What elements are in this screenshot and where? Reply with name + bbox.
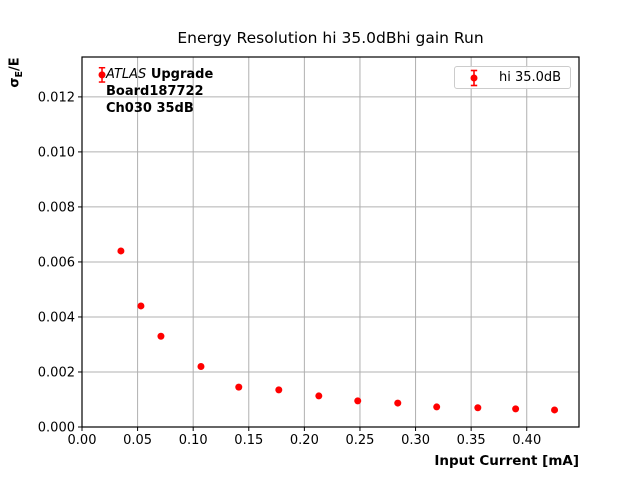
legend: hi 35.0dB — [454, 66, 572, 89]
data-point — [157, 332, 165, 340]
x-tick-label: 0.20 — [290, 433, 319, 448]
data-point — [474, 404, 482, 412]
data-point — [433, 403, 441, 411]
plot-border — [81, 56, 580, 428]
data-point — [117, 247, 125, 255]
y-tick-label: 0.010 — [38, 145, 75, 160]
data-point — [512, 405, 520, 413]
annotation-block: ATLAS Upgrade Board187722 Ch030 35dB — [106, 66, 213, 117]
x-tick-label: 0.40 — [512, 433, 541, 448]
x-tick-label: 0.25 — [345, 433, 374, 448]
y-tick-label: 0.002 — [38, 365, 75, 380]
chart-title: Energy Resolution hi 35.0dBhi gain Run — [177, 29, 484, 47]
y-axis-label-sigma: σ — [7, 77, 23, 88]
x-axis-label: Input Current [mA] — [434, 453, 579, 469]
x-tick-label: 0.35 — [457, 433, 486, 448]
x-tick-label: 0.30 — [401, 433, 430, 448]
data-point — [354, 397, 362, 405]
data-point — [551, 406, 559, 414]
annotation-line-3: Ch030 35dB — [106, 101, 194, 116]
annotation-upgrade-label: Upgrade — [150, 67, 214, 82]
x-tick-label: 0.05 — [123, 433, 152, 448]
data-point — [137, 302, 145, 310]
y-axis-label-rest: /E — [7, 57, 23, 72]
data-point — [315, 392, 323, 400]
y-tick-label: 0.000 — [38, 421, 75, 436]
legend-label: hi 35.0dB — [499, 70, 562, 85]
annotation-experiment-name: ATLAS — [106, 67, 147, 82]
x-tick-label: 0.15 — [234, 433, 263, 448]
errorbar-marker-icon — [470, 69, 478, 86]
y-tick-label: 0.004 — [38, 310, 75, 325]
annotation-line-1: ATLAS Upgrade — [106, 66, 213, 83]
data-point — [98, 71, 106, 79]
y-tick-label: 0.008 — [38, 200, 75, 215]
data-point — [235, 383, 243, 391]
x-tick-label: 0.00 — [68, 433, 97, 448]
annotation-line-2: Board187722 — [106, 84, 204, 99]
y-tick-label: 0.012 — [38, 90, 75, 105]
y-axis-label: σE/E — [7, 50, 26, 96]
data-point — [197, 362, 205, 370]
data-point — [275, 386, 283, 394]
y-axis-label-subscript: E — [14, 71, 26, 78]
data-point — [394, 399, 402, 407]
x-tick-label: 0.10 — [179, 433, 208, 448]
y-tick-label: 0.006 — [38, 255, 75, 270]
